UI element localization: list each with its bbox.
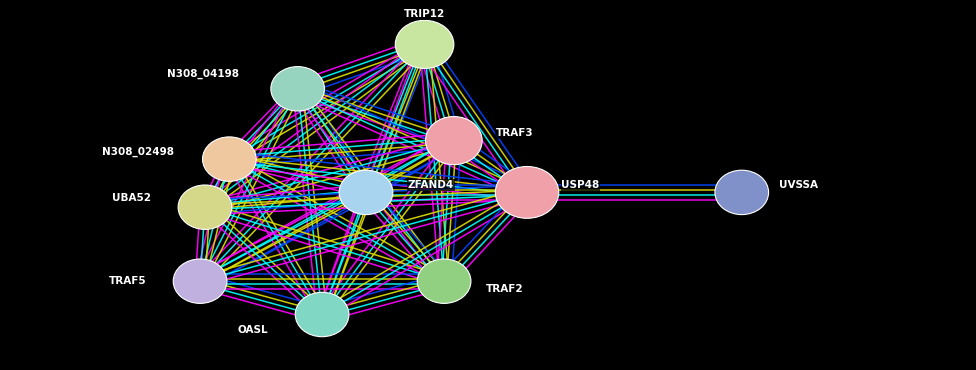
Ellipse shape (496, 166, 559, 218)
Text: TRAF3: TRAF3 (496, 128, 534, 138)
Text: TRIP12: TRIP12 (404, 9, 445, 19)
Text: USP48: USP48 (561, 180, 599, 190)
Text: N308_02498: N308_02498 (102, 147, 174, 157)
Text: N308_04198: N308_04198 (167, 69, 239, 79)
Text: TRAF2: TRAF2 (486, 283, 524, 294)
Text: TRAF5: TRAF5 (108, 276, 146, 286)
Ellipse shape (178, 185, 232, 229)
Text: OASL: OASL (238, 325, 268, 335)
Text: UVSSA: UVSSA (779, 180, 818, 190)
Ellipse shape (271, 67, 324, 111)
Ellipse shape (418, 259, 471, 303)
Ellipse shape (203, 137, 256, 181)
Ellipse shape (340, 170, 392, 215)
Ellipse shape (714, 170, 769, 215)
Text: UBA52: UBA52 (112, 193, 151, 203)
Ellipse shape (426, 117, 482, 165)
Text: ZFAND4: ZFAND4 (408, 180, 454, 190)
Ellipse shape (296, 292, 349, 337)
Ellipse shape (395, 20, 454, 68)
Ellipse shape (174, 259, 226, 303)
